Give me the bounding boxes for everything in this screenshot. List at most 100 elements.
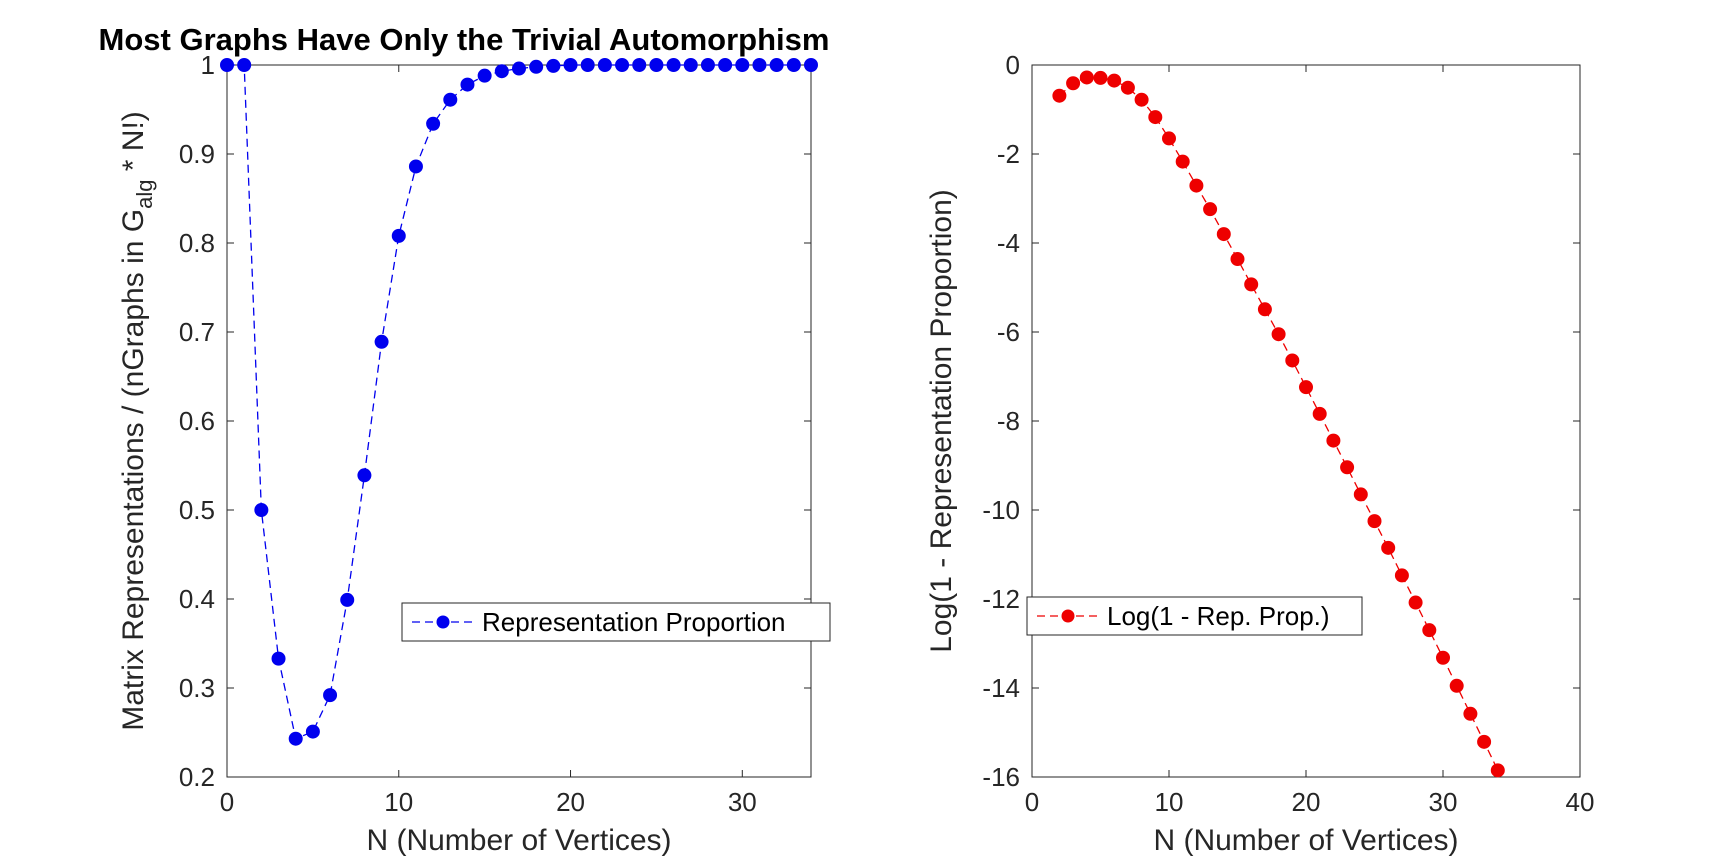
y-axis-label-tail: * N!) — [117, 111, 150, 179]
data-point — [220, 58, 234, 72]
data-point — [615, 58, 630, 72]
data-point — [1490, 763, 1505, 778]
data-point — [426, 116, 441, 131]
data-point — [632, 58, 647, 72]
data-point — [1189, 178, 1204, 193]
data-point — [340, 592, 355, 607]
y-tick-label: 0.3 — [179, 673, 215, 703]
data-point — [752, 58, 767, 72]
data-point — [1381, 540, 1396, 555]
x-tick-label: 40 — [1566, 787, 1595, 817]
data-point — [1216, 227, 1231, 242]
y-tick-label: 0.5 — [179, 495, 215, 525]
data-point — [1394, 568, 1409, 583]
data-point — [546, 58, 561, 73]
y-tick-label: -6 — [997, 317, 1020, 347]
data-point — [735, 58, 750, 72]
right-plot: 0 10 20 30 40 -16 -14 -12 -10 -8 -6 -4 -2 0 N (Number … — [925, 50, 1594, 857]
data-point — [1326, 433, 1341, 448]
x-axis-label: N (Number of Vertices) — [1153, 824, 1458, 857]
data-point — [718, 58, 733, 72]
data-point — [305, 724, 320, 739]
legend-marker — [1061, 609, 1075, 623]
data-point — [271, 651, 286, 666]
x-tick-label: 10 — [384, 787, 413, 817]
data-point — [666, 58, 681, 72]
data-point — [1093, 70, 1108, 85]
data-point — [237, 58, 252, 72]
data-point — [786, 58, 801, 72]
data-point — [323, 688, 338, 703]
data-point — [1066, 76, 1081, 91]
data-point — [1079, 70, 1094, 85]
y-tick-label: -2 — [997, 139, 1020, 169]
data-point — [391, 228, 406, 243]
data-point — [1052, 88, 1067, 103]
data-point — [477, 68, 492, 83]
legend: Representation Proportion — [401, 602, 831, 642]
x-tick-label: 30 — [1429, 787, 1458, 817]
data-point — [700, 58, 715, 72]
data-point — [1148, 110, 1163, 125]
data-point — [1312, 406, 1327, 421]
axes-box — [1031, 64, 1581, 778]
y-tick-label: -12 — [982, 584, 1020, 614]
x-axis-label: N (Number of Vertices) — [366, 824, 671, 857]
data-point — [563, 58, 578, 72]
legend: Log(1 - Rep. Prop.) — [1026, 596, 1363, 636]
left-plot: 0 10 20 30 0.2 0.3 0.4 0.5 0.6 0.7 0.8 0.9 1 N (Numbe… — [117, 50, 831, 857]
x-tick-label: 0 — [220, 787, 234, 817]
y-tick-label: 0.7 — [179, 317, 215, 347]
data-point — [1408, 595, 1423, 610]
data-point — [1203, 202, 1218, 217]
data-point — [1367, 514, 1382, 529]
legend-box — [401, 602, 831, 642]
data-point — [1449, 678, 1464, 693]
x-tick-label: 20 — [1292, 787, 1321, 817]
data-point — [529, 59, 544, 74]
data-point — [597, 58, 612, 72]
data-point — [1244, 277, 1259, 292]
data-point — [357, 468, 372, 483]
y-tick-label: 0.2 — [179, 762, 215, 792]
y-tick-label: 0 — [1006, 50, 1020, 80]
data-point — [512, 61, 526, 76]
y-tick-label: -8 — [997, 406, 1020, 436]
data-point — [1436, 650, 1450, 665]
data-point — [580, 58, 595, 72]
data-point — [1477, 734, 1492, 749]
series-1 — [220, 58, 818, 746]
data-point — [1175, 154, 1190, 169]
data-point — [1257, 302, 1272, 317]
y-tick-label: 0.6 — [179, 406, 215, 436]
data-point — [1422, 623, 1437, 638]
x-tick-label: 30 — [728, 787, 757, 817]
data-point — [1463, 706, 1478, 721]
figure-title: Most Graphs Have Only the Trivial Automo… — [99, 22, 830, 57]
legend-label: Representation Proportion — [482, 607, 786, 637]
legend-label: Log(1 - Rep. Prop.) — [1107, 601, 1330, 631]
data-point — [649, 58, 664, 72]
y-axis-label-main: Matrix Representations / (nGraphs in G — [117, 209, 150, 731]
data-point — [1340, 460, 1355, 475]
data-point — [1299, 380, 1313, 395]
data-point — [1230, 252, 1245, 267]
data-point — [1107, 73, 1122, 88]
axes-box — [226, 64, 812, 778]
x-tick-label: 20 — [556, 787, 585, 817]
y-tick-label: -14 — [982, 673, 1020, 703]
y-axis-label: Matrix Representations / (nGraphs in Gal… — [117, 111, 157, 731]
y-tick-label: -16 — [982, 762, 1020, 792]
data-point — [769, 58, 784, 72]
data-point — [1134, 92, 1149, 107]
data-point — [443, 92, 458, 107]
data-point — [460, 77, 475, 92]
y-tick-label: 0.4 — [179, 584, 215, 614]
data-point — [1271, 327, 1286, 342]
y-tick-label: 0.9 — [179, 139, 215, 169]
y-tick-label: -4 — [997, 228, 1020, 258]
x-tick-label: 10 — [1155, 787, 1184, 817]
data-point — [683, 58, 698, 72]
y-axis-label: Log(1 - Representation Proportion) — [925, 189, 958, 653]
y-tick-label: 1 — [201, 50, 215, 80]
